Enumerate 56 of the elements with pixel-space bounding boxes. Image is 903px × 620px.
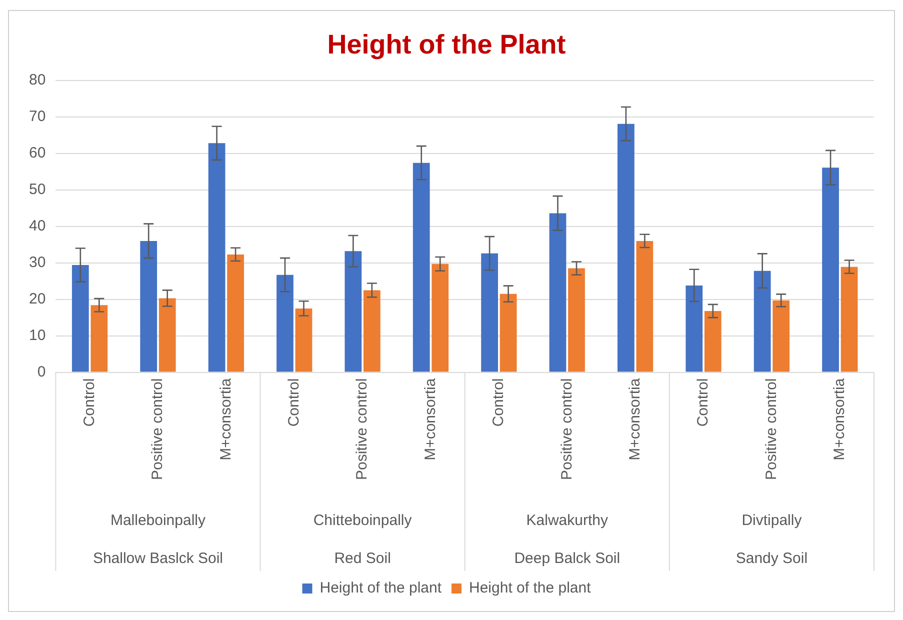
text: Kalwakurthy <box>526 512 608 530</box>
x-tick-label: Control <box>694 378 712 427</box>
bar <box>500 294 517 372</box>
bar <box>227 254 244 372</box>
bar <box>686 285 703 372</box>
y-tick-label: 0 <box>37 363 46 380</box>
x-tick-label: Positive control <box>762 378 780 480</box>
x-tick-label: M+consortia <box>422 378 439 460</box>
text: Malleboinpally <box>110 512 206 530</box>
bar <box>140 240 158 372</box>
bar <box>412 162 430 372</box>
y-tick-label: 70 <box>28 108 46 126</box>
bar <box>772 300 790 372</box>
y-tick-label: 20 <box>28 290 46 308</box>
legend-label: Height of the plant <box>469 580 592 597</box>
bar <box>704 310 722 372</box>
bar <box>208 143 226 372</box>
x-tick-label: Control <box>286 378 302 427</box>
x-tick-label: Positive control <box>558 378 576 480</box>
bar <box>432 264 449 372</box>
text: Sandy Soil <box>736 550 808 568</box>
chart-title: Height of the Plant <box>327 30 566 60</box>
bar <box>481 253 498 372</box>
bar <box>72 265 89 372</box>
bar <box>549 213 566 372</box>
bar <box>276 274 294 372</box>
bar <box>568 268 585 372</box>
text: Deep Balck Soil <box>514 550 620 568</box>
text: Chitteboinpally <box>313 512 412 530</box>
x-tick-label: Control <box>80 378 98 427</box>
bar <box>636 240 654 372</box>
legend-label: Height of the plant <box>320 580 442 597</box>
x-tick-label: M+consortia <box>831 378 848 460</box>
y-tick-label: 50 <box>28 181 46 198</box>
bar <box>344 251 362 372</box>
x-tick-label: Positive control <box>354 378 371 480</box>
y-tick-label: 30 <box>28 254 46 271</box>
bar <box>822 168 839 372</box>
bar <box>295 308 312 372</box>
x-tick-label: Positive control <box>149 378 166 480</box>
y-tick-label: 80 <box>28 72 46 89</box>
bar <box>618 124 634 372</box>
text: Shallow Baslck Soil <box>92 550 224 568</box>
x-tick-label: M+consortia <box>217 378 234 460</box>
bar <box>158 298 176 372</box>
bar <box>754 270 771 372</box>
y-tick-label: 10 <box>28 326 46 344</box>
bar <box>840 266 858 372</box>
y-tick-label: 60 <box>28 144 46 162</box>
text: Divtipally <box>742 512 802 530</box>
bar <box>363 290 380 372</box>
text: Red Soil <box>334 550 391 568</box>
bar <box>90 305 108 372</box>
x-tick-label: M+consortia <box>626 378 644 460</box>
x-tick-label: Control <box>490 378 508 427</box>
y-tick-label: 40 <box>28 217 46 234</box>
